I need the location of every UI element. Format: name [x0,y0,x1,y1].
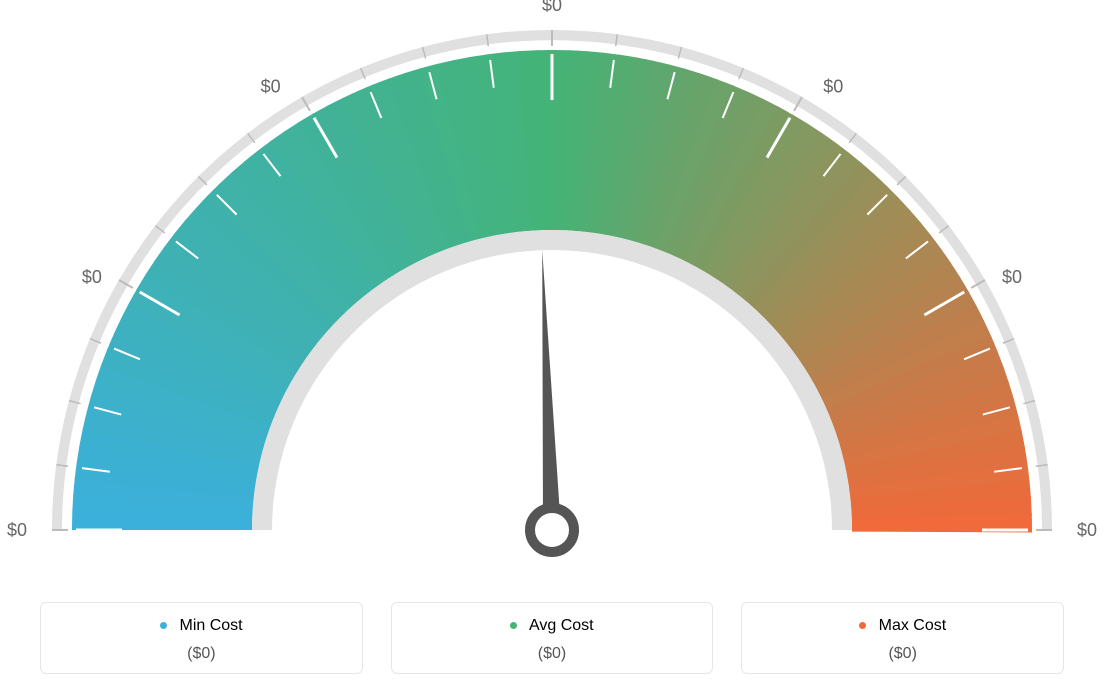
legend-label-avg: Avg Cost [529,617,594,634]
legend-dot-avg [510,622,517,629]
legend-title-max: Max Cost [752,617,1053,635]
gauge-svg: $0 $0 $0 $0 $0 $0 $0 [0,0,1104,570]
legend-value-max: ($0) [752,645,1053,663]
legend-card-avg: Avg Cost ($0) [391,602,714,674]
svg-text:$0: $0 [1002,267,1022,287]
svg-text:$0: $0 [7,520,27,540]
legend-dot-max [859,622,866,629]
legend-title-min: Min Cost [51,617,352,635]
legend-row: Min Cost ($0) Avg Cost ($0) Max Cost ($0… [40,602,1064,674]
legend-dot-min [160,622,167,629]
gauge-area: $0 $0 $0 $0 $0 $0 $0 [0,0,1104,570]
svg-text:$0: $0 [261,77,281,97]
legend-title-avg: Avg Cost [402,617,703,635]
svg-text:$0: $0 [82,267,102,287]
cost-gauge-chart: $0 $0 $0 $0 $0 $0 $0 Min Cost ($0) Avg Cost ($… [0,0,1104,690]
svg-text:$0: $0 [542,0,562,15]
legend-label-max: Max Cost [879,617,947,634]
legend-label-min: Min Cost [180,617,243,634]
legend-card-max: Max Cost ($0) [741,602,1064,674]
legend-value-avg: ($0) [402,645,703,663]
svg-text:$0: $0 [1077,520,1097,540]
legend-card-min: Min Cost ($0) [40,602,363,674]
svg-text:$0: $0 [823,77,843,97]
legend-value-min: ($0) [51,645,352,663]
